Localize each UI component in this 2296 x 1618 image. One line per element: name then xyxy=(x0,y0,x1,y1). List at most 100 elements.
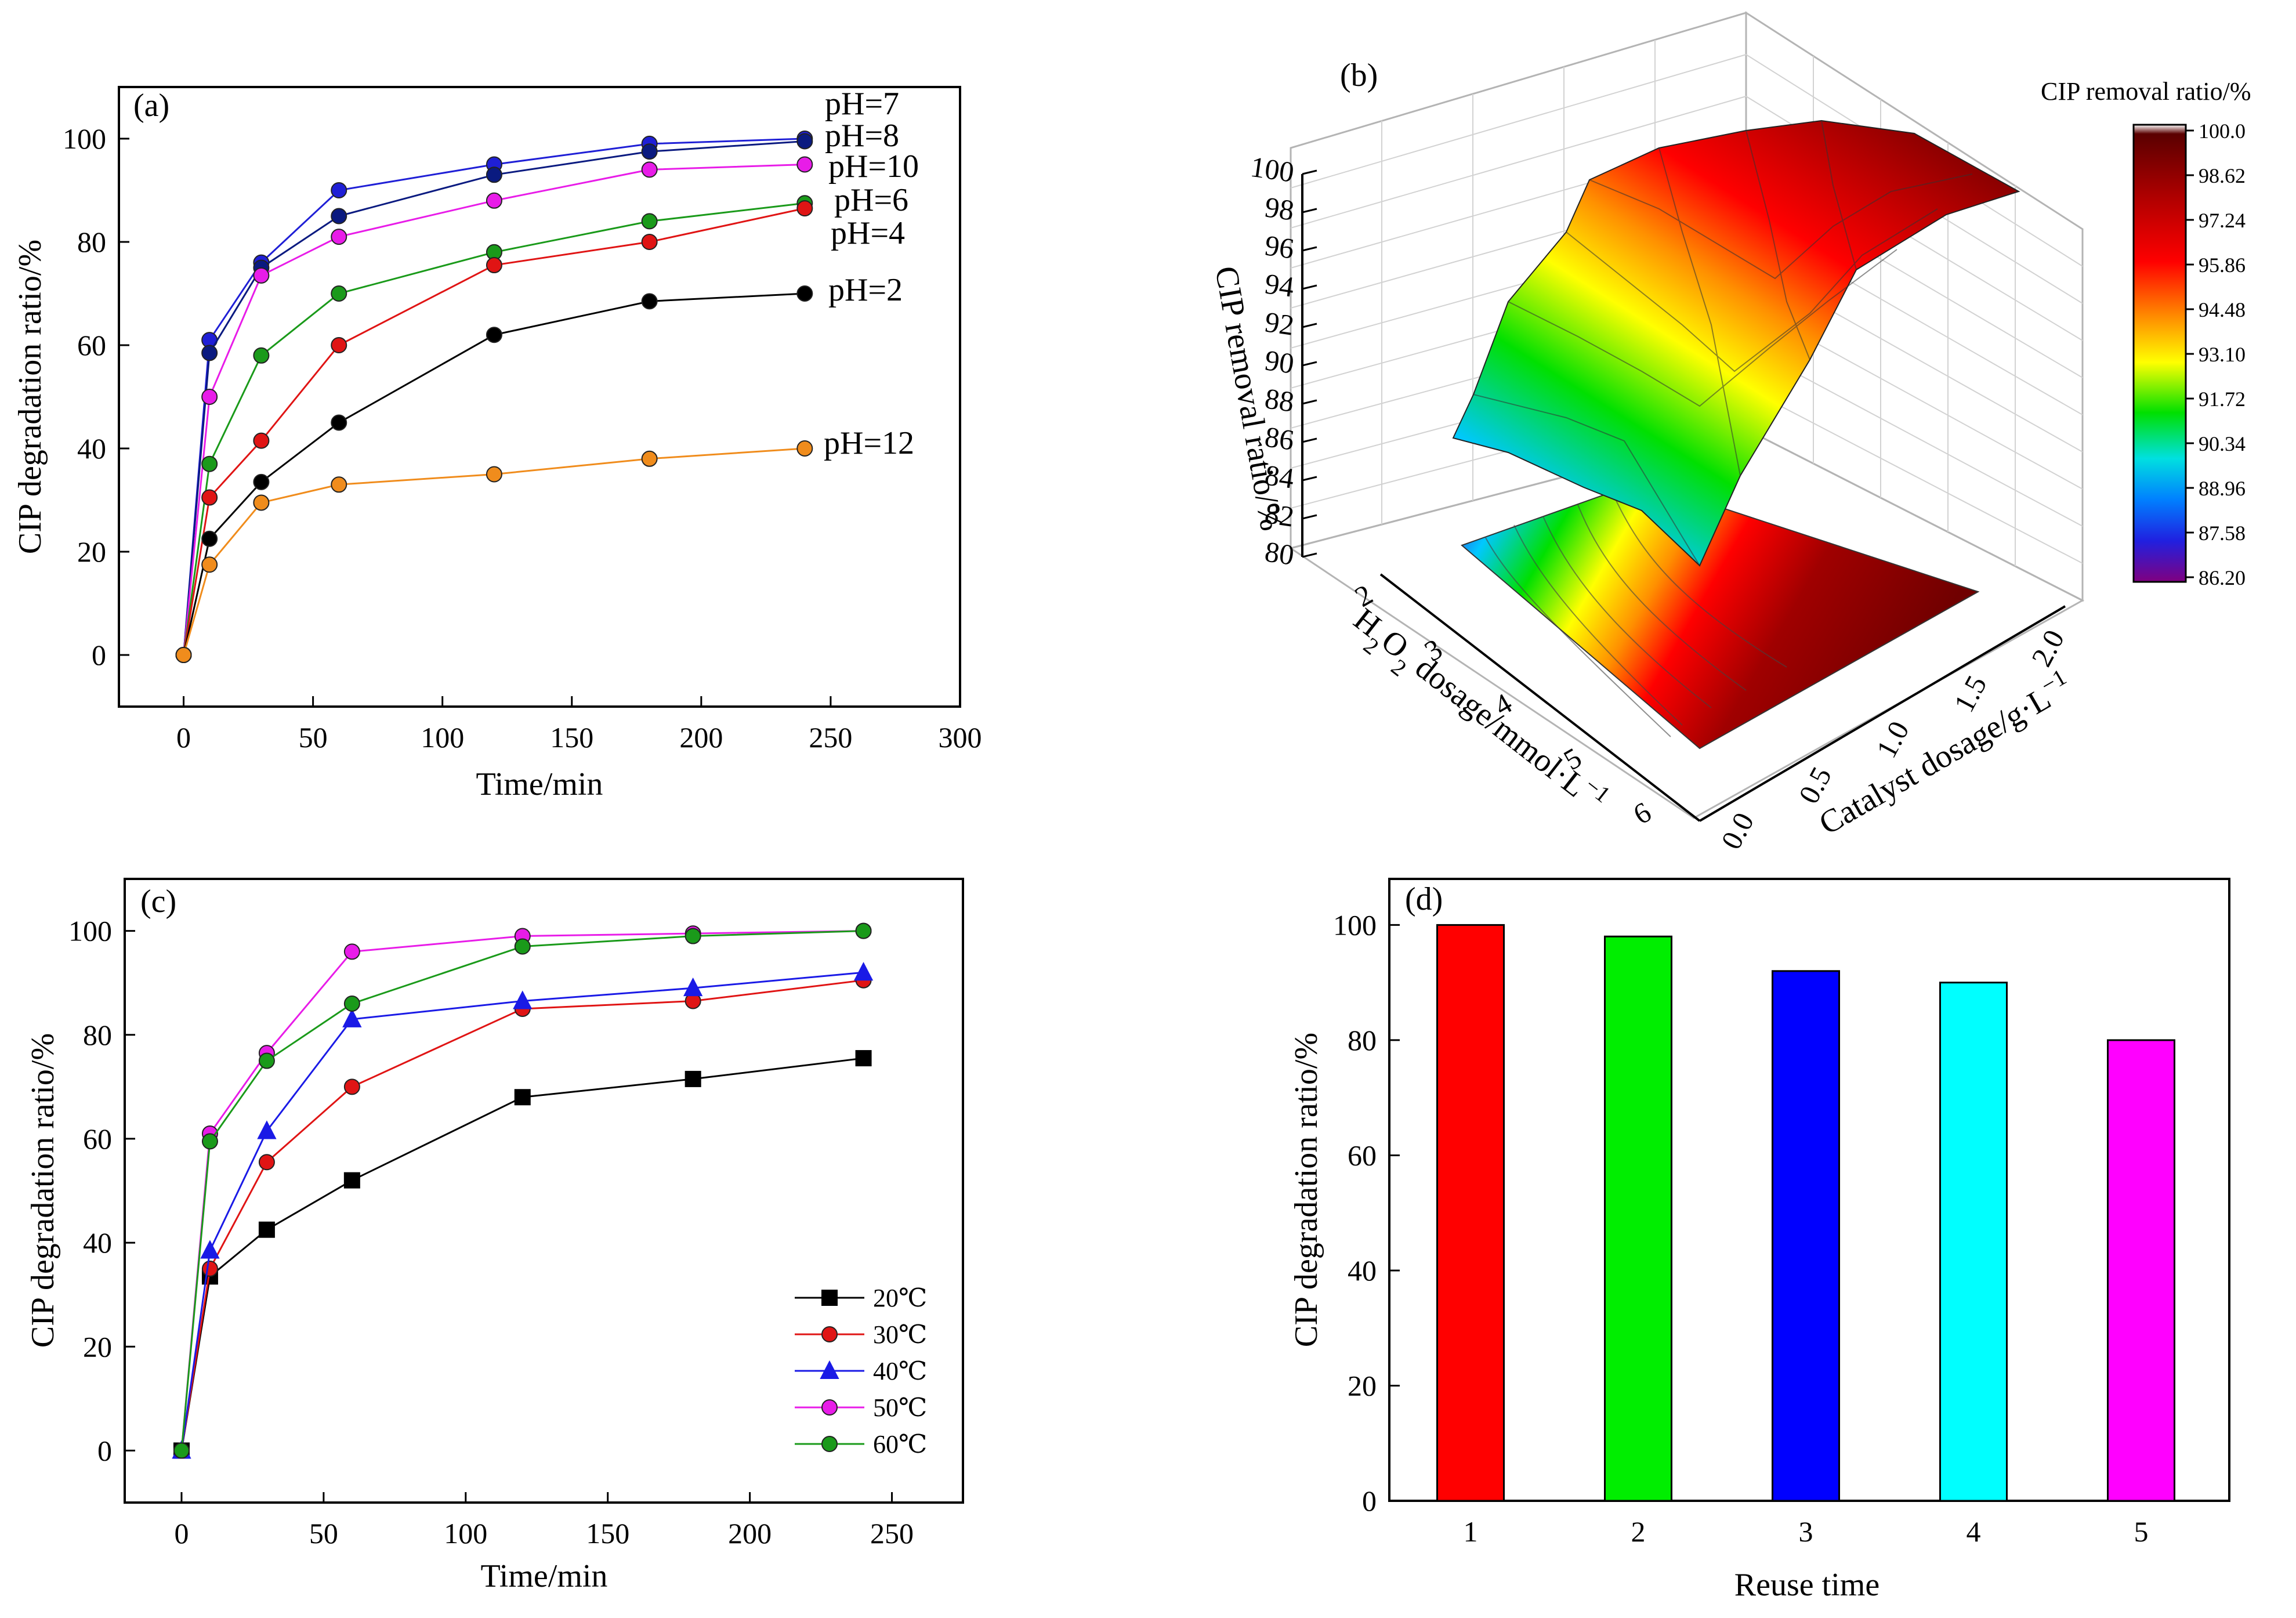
legend-label: 50℃ xyxy=(873,1393,927,1422)
c-point-20 xyxy=(855,1050,872,1067)
a-xtick-label: 0 xyxy=(176,721,191,754)
c-point-20 xyxy=(685,1070,701,1087)
a-point-ph-12 xyxy=(641,450,658,467)
c-point-60 xyxy=(685,928,701,944)
legend-item-40: 40℃ xyxy=(795,1357,927,1385)
a-point-ph-8 xyxy=(486,166,502,183)
c-ytick-label: 20 xyxy=(83,1330,112,1363)
c-point-60 xyxy=(258,1052,275,1069)
colorbar-tick-label: 88.96 xyxy=(2199,477,2246,500)
a-point-ph-2 xyxy=(796,285,813,302)
a-ytick-label: 40 xyxy=(77,432,106,465)
a-point-ph-12 xyxy=(486,466,502,483)
c-ytick-label: 100 xyxy=(68,915,112,947)
a-ytick-label: 100 xyxy=(63,122,106,155)
a-point-ph-10 xyxy=(796,156,813,173)
legend-marker xyxy=(821,1436,838,1452)
b-ytick-label: 2.0 xyxy=(2025,624,2071,671)
legend-label: 30℃ xyxy=(873,1320,927,1349)
c-point-40 xyxy=(342,1008,362,1027)
c-point-60 xyxy=(343,996,360,1012)
contour-projection xyxy=(1461,480,1980,750)
c-line-20 xyxy=(180,1057,864,1451)
series-label-ph2: pH=2 xyxy=(828,272,903,308)
colorbar-tick-label: 87.58 xyxy=(2199,522,2246,545)
c-point-60 xyxy=(514,938,531,955)
c-point-30 xyxy=(201,1260,218,1277)
colorbar-title: CIP removal ratio/% xyxy=(2041,77,2251,106)
d-ytick-label: 60 xyxy=(1348,1139,1377,1171)
a-xtick-label: 150 xyxy=(550,721,593,754)
a-series-ph-7 xyxy=(175,131,813,663)
legend-marker xyxy=(820,1360,839,1379)
panel-a-line-chart: 0 20 40 60 80 100 0 50 100 150 200 250 300 (a) Time/… xyxy=(12,86,982,802)
legend-item-60: 60℃ xyxy=(795,1430,927,1458)
colorbar-tick-label: 100.0 xyxy=(2199,120,2246,143)
a-xtick-label: 250 xyxy=(809,721,852,754)
series-label-ph6: pH=6 xyxy=(834,182,908,218)
surface-mesh-lines xyxy=(1473,120,1973,566)
series-label-ph4: pH=4 xyxy=(831,215,905,251)
c-series-30 xyxy=(173,972,872,1459)
a-point-ph-2 xyxy=(641,293,658,310)
c-point-60 xyxy=(173,1442,190,1459)
c-point-40 xyxy=(683,977,703,997)
panel-c-series xyxy=(172,922,874,1459)
c-xtick-label: 200 xyxy=(728,1517,772,1550)
legend-label: 20℃ xyxy=(873,1284,927,1312)
a-xtick-label: 50 xyxy=(299,721,328,754)
c-point-40 xyxy=(513,990,533,1009)
a-series-ph-10 xyxy=(175,156,813,663)
panel-c-label: (c) xyxy=(140,884,176,920)
d-xtick-label: 3 xyxy=(1799,1515,1813,1548)
d-ytick-label: 80 xyxy=(1348,1024,1377,1056)
c-series-40 xyxy=(172,962,874,1459)
bar-reuse-3 xyxy=(1772,970,1840,1502)
panel-b-y-axis-title: Catalyst dosage/g·L−1 xyxy=(1810,663,2078,842)
b-ztick-mark xyxy=(1302,514,1317,520)
panel-d-x-axis-title: Reuse time xyxy=(1734,1567,1879,1603)
a-point-ph-8 xyxy=(796,133,813,150)
a-line-ph-10 xyxy=(183,164,805,656)
b-ytick-label: 0.0 xyxy=(1715,807,1761,854)
colorbar-tick-label: 98.62 xyxy=(2199,164,2246,187)
a-point-ph-6 xyxy=(253,347,270,364)
a-line-ph-4 xyxy=(183,207,805,656)
b-ztick-label: 82 xyxy=(1263,497,1296,533)
b-ztick-label: 96 xyxy=(1263,229,1296,265)
c-series-20 xyxy=(173,1050,872,1459)
c-point-30 xyxy=(258,1154,275,1171)
bar-reuse-4 xyxy=(1939,982,2008,1502)
d-xtick-label: 4 xyxy=(1967,1515,1981,1548)
a-point-ph-8 xyxy=(331,208,347,225)
b-ztick-label: 80 xyxy=(1263,535,1296,571)
a-point-ph-6 xyxy=(641,213,658,230)
a-line-ph-7 xyxy=(183,137,805,656)
b-ztick-mark xyxy=(1302,284,1317,290)
b-ztick-mark xyxy=(1302,323,1317,328)
a-ytick-label: 60 xyxy=(77,329,106,361)
legend-item-20: 20℃ xyxy=(795,1284,927,1312)
a-point-ph-4 xyxy=(486,257,502,274)
a-xtick-label: 200 xyxy=(679,721,723,754)
a-point-ph-4 xyxy=(201,489,218,506)
c-ytick-label: 40 xyxy=(83,1226,112,1259)
colorbar-ticks: 100.0 98.62 97.24 95.86 94.48 93.10 91.72 90.34… xyxy=(2186,120,2246,589)
panel-a-y-axis-title: CIP degradation ratio/% xyxy=(12,240,48,554)
c-line-40 xyxy=(180,971,864,1451)
panel-c-y-axis-title: CIP degradation ratio/% xyxy=(25,1033,61,1348)
d-xtick-label: 2 xyxy=(1631,1515,1646,1548)
legend-label: 60℃ xyxy=(873,1430,927,1458)
a-point-ph-7 xyxy=(331,182,347,198)
a-ytick-label: 0 xyxy=(92,639,106,671)
c-point-60 xyxy=(201,1133,218,1150)
colorbar-tick-label: 86.20 xyxy=(2199,566,2246,589)
a-xtick-label: 100 xyxy=(421,721,464,754)
a-point-ph-6 xyxy=(201,455,218,472)
series-label-ph12: pH=12 xyxy=(824,425,914,461)
a-point-ph-12 xyxy=(201,556,218,573)
c-xtick-label: 150 xyxy=(586,1517,629,1550)
a-point-ph-12 xyxy=(175,647,192,663)
a-point-ph-10 xyxy=(641,161,658,178)
